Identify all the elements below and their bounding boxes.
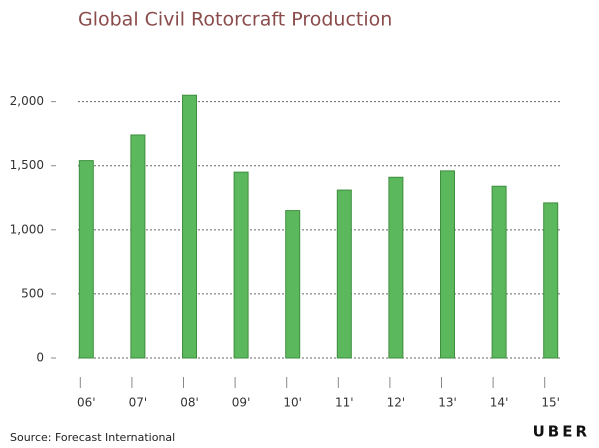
bar [233,171,249,359]
y-tick-label: 1,500 [10,158,44,172]
bar [336,189,352,359]
bar [388,176,404,359]
x-tick-label: 08' [180,396,199,410]
bar [491,185,507,359]
x-tick-label: 06' [77,396,96,410]
x-tick-label: 10' [283,396,302,410]
x-tick-label: 14' [490,396,509,410]
x-tick-label: 12' [387,396,406,410]
bar [182,94,197,359]
source-note: Source: Forecast International [10,431,175,444]
x-tick-label: 15' [541,396,560,410]
chart-title: Global Civil Rotorcraft Production [78,9,392,31]
x-tick-label: 13' [438,396,457,410]
bar [440,170,455,359]
y-tick-label: 0 [36,351,44,365]
bar [130,134,146,359]
y-tick-label: 500 [21,286,44,300]
logo: UBER [533,423,590,441]
x-tick-label: 09' [232,396,251,410]
x-tick-label: 07' [129,396,148,410]
bar [285,210,301,359]
y-tick-label: 2,000 [10,94,44,108]
bar [543,202,559,359]
x-tick-label: 11' [335,396,354,410]
y-tick-label: 1,000 [10,222,44,236]
bar [78,160,94,359]
